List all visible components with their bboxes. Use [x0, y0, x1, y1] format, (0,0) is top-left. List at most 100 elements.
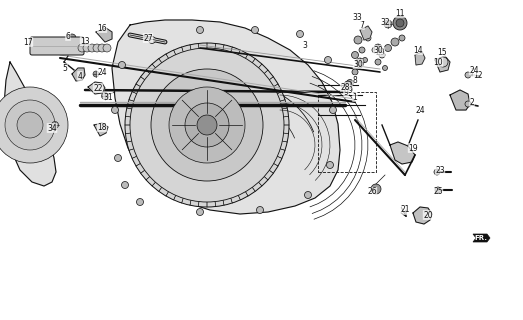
Circle shape: [304, 191, 312, 198]
Circle shape: [362, 58, 368, 62]
Circle shape: [17, 112, 43, 138]
Text: 3: 3: [303, 41, 308, 50]
Circle shape: [351, 52, 358, 59]
Polygon shape: [112, 20, 340, 214]
Circle shape: [0, 87, 68, 163]
Text: 23: 23: [435, 165, 445, 174]
Circle shape: [93, 44, 101, 52]
Text: 25: 25: [433, 188, 443, 196]
Text: 5: 5: [63, 63, 67, 73]
Text: 2: 2: [471, 68, 475, 76]
Circle shape: [252, 27, 258, 34]
Circle shape: [371, 184, 381, 194]
Circle shape: [121, 181, 129, 188]
Text: 9: 9: [348, 85, 353, 94]
Circle shape: [347, 79, 354, 86]
Circle shape: [98, 44, 106, 52]
Circle shape: [356, 58, 364, 66]
Text: 2: 2: [470, 98, 474, 107]
Circle shape: [379, 52, 385, 58]
Circle shape: [83, 44, 91, 52]
Circle shape: [357, 62, 363, 68]
Polygon shape: [415, 52, 425, 65]
Text: 24: 24: [97, 68, 107, 76]
Polygon shape: [360, 26, 372, 40]
Text: 18: 18: [97, 123, 107, 132]
Circle shape: [384, 20, 392, 28]
Text: 4: 4: [77, 71, 83, 81]
Circle shape: [382, 66, 388, 70]
Circle shape: [465, 101, 471, 107]
Text: 11: 11: [395, 9, 405, 18]
Circle shape: [5, 100, 55, 150]
Circle shape: [399, 35, 405, 41]
Circle shape: [68, 34, 76, 42]
Circle shape: [115, 155, 121, 162]
Circle shape: [149, 36, 155, 44]
Circle shape: [169, 87, 245, 163]
Circle shape: [197, 115, 217, 135]
Text: 26: 26: [367, 188, 377, 196]
Text: 29: 29: [375, 47, 385, 57]
Polygon shape: [390, 142, 415, 164]
Circle shape: [344, 81, 352, 89]
Circle shape: [151, 69, 263, 181]
Circle shape: [324, 57, 332, 63]
Text: 24: 24: [415, 106, 425, 115]
Text: 28: 28: [340, 83, 350, 92]
Circle shape: [297, 30, 303, 37]
Circle shape: [326, 162, 334, 169]
Text: 22: 22: [93, 84, 103, 92]
Circle shape: [93, 71, 99, 77]
Text: 14: 14: [413, 45, 423, 54]
Circle shape: [391, 38, 399, 46]
Bar: [318, 92, 376, 172]
Circle shape: [435, 187, 441, 193]
Polygon shape: [450, 90, 470, 110]
Circle shape: [434, 169, 440, 175]
Circle shape: [384, 44, 392, 52]
Polygon shape: [413, 207, 432, 224]
Circle shape: [88, 44, 96, 52]
Circle shape: [256, 206, 264, 213]
Text: 27: 27: [143, 34, 153, 43]
Circle shape: [396, 19, 404, 27]
Polygon shape: [435, 56, 450, 72]
Circle shape: [101, 92, 108, 100]
Polygon shape: [72, 68, 85, 81]
Text: 30: 30: [373, 45, 383, 54]
Circle shape: [465, 72, 471, 78]
Polygon shape: [473, 234, 490, 242]
Text: 30: 30: [353, 60, 363, 68]
FancyBboxPatch shape: [30, 37, 84, 55]
Text: 33: 33: [352, 12, 362, 21]
Text: 34: 34: [47, 124, 57, 132]
Circle shape: [354, 36, 362, 44]
Circle shape: [329, 107, 336, 114]
Circle shape: [119, 61, 126, 68]
Text: 12: 12: [473, 70, 483, 79]
Circle shape: [197, 27, 203, 34]
Circle shape: [375, 59, 381, 65]
Circle shape: [372, 47, 378, 53]
Circle shape: [393, 16, 407, 30]
Text: 24: 24: [469, 66, 479, 75]
Circle shape: [185, 103, 229, 147]
Circle shape: [438, 57, 448, 67]
Text: 16: 16: [97, 23, 107, 33]
Circle shape: [111, 107, 119, 114]
Circle shape: [374, 44, 382, 52]
Text: 13: 13: [80, 36, 90, 45]
Circle shape: [197, 209, 203, 215]
Text: 1: 1: [353, 92, 357, 101]
Circle shape: [103, 44, 111, 52]
Circle shape: [130, 48, 284, 202]
Text: 8: 8: [353, 76, 357, 84]
Polygon shape: [96, 28, 112, 42]
Circle shape: [125, 43, 289, 207]
Circle shape: [365, 35, 371, 41]
Circle shape: [51, 122, 59, 129]
Circle shape: [137, 198, 143, 205]
Circle shape: [78, 44, 86, 52]
Circle shape: [359, 47, 365, 53]
